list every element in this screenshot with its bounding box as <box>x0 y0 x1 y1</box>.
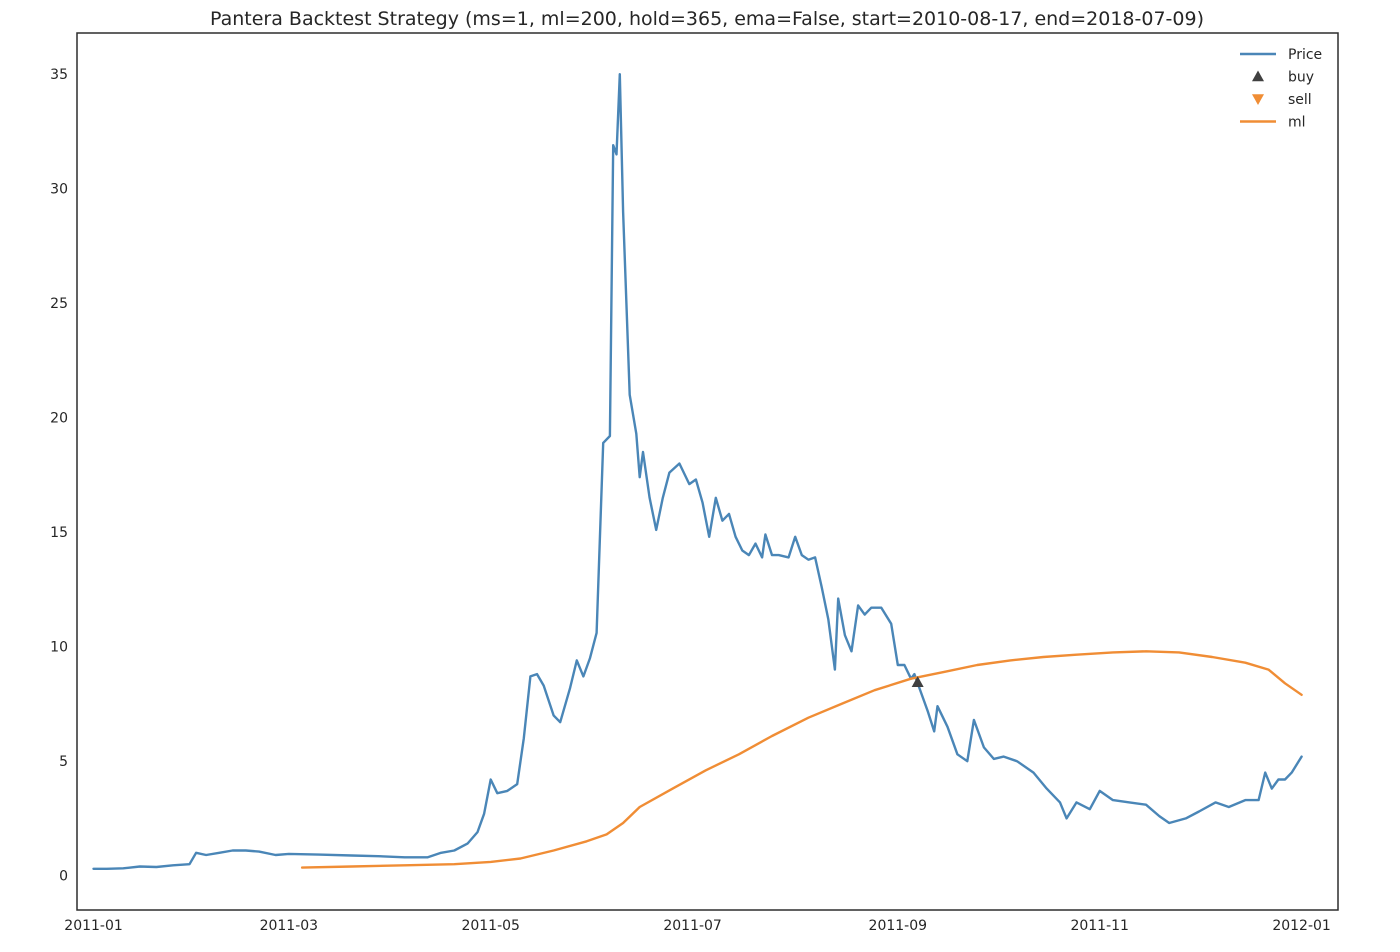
x-tick-label: 2011-01 <box>64 918 123 934</box>
plot-area <box>76 32 1339 911</box>
y-tick-label: 10 <box>50 640 68 656</box>
x-tick-label: 2011-03 <box>260 918 319 934</box>
y-tick-label: 5 <box>59 754 68 770</box>
series-price-line <box>92 73 1303 870</box>
x-tick-label: 2011-07 <box>663 918 722 934</box>
legend-sell-label: sell <box>1288 92 1312 108</box>
legend: Price buy sell ml <box>1240 47 1322 131</box>
y-tick-label: 35 <box>50 67 68 83</box>
x-axis: 2011-01 2011-03 2011-05 2011-07 2011-09 2011-… <box>64 918 1331 934</box>
x-tick-label: 2011-09 <box>869 918 928 934</box>
legend-buy-label: buy <box>1288 70 1314 86</box>
y-tick-label: 20 <box>50 411 68 427</box>
x-tick-label: 2011-11 <box>1070 918 1129 934</box>
y-tick-label: 0 <box>59 869 68 885</box>
legend-sell-swatch <box>1252 94 1264 105</box>
y-tick-label: 30 <box>50 182 68 198</box>
y-tick-label: 25 <box>50 296 68 312</box>
y-axis: 0 5 10 15 20 25 30 35 <box>50 67 68 884</box>
buy-marker <box>911 676 924 687</box>
legend-buy-swatch <box>1252 70 1264 82</box>
chart-title: Pantera Backtest Strategy (ms=1, ml=200,… <box>210 8 1204 30</box>
series-layer <box>92 73 1303 870</box>
series-ml-line <box>300 650 1303 869</box>
x-tick-label: 2011-05 <box>461 918 520 934</box>
legend-price-label: Price <box>1288 47 1322 63</box>
y-tick-label: 15 <box>50 525 68 541</box>
marker-layer <box>911 676 924 687</box>
x-tick-label: 2012-01 <box>1272 918 1331 934</box>
legend-ml-label: ml <box>1288 115 1306 131</box>
